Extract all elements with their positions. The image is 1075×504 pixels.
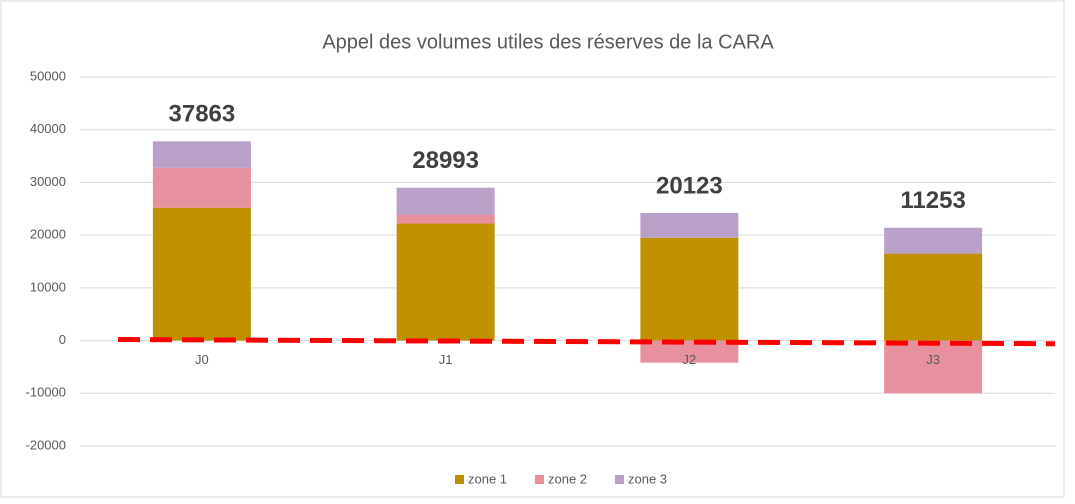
bar-segment <box>396 223 495 341</box>
bar-segment <box>640 340 739 363</box>
category-label: J2 <box>683 352 697 367</box>
bar-segment <box>884 253 983 341</box>
legend-swatch <box>455 475 464 484</box>
legend-label: zone 2 <box>548 471 587 486</box>
bar-segment <box>152 167 251 208</box>
category-label: J3 <box>926 352 940 367</box>
reference-line <box>117 337 1056 347</box>
y-tick-label: -10000 <box>26 385 66 400</box>
y-tick-label: 30000 <box>30 174 66 189</box>
bar-segment <box>884 227 983 254</box>
total-label: 11253 <box>900 187 965 214</box>
total-label: 37863 <box>169 101 236 128</box>
chart-title: Appel des volumes utiles des réserves de… <box>322 31 774 53</box>
bar-segment <box>152 141 251 168</box>
category-label: J1 <box>439 352 453 367</box>
y-tick-label: -20000 <box>26 437 66 452</box>
bar-segment <box>396 187 495 215</box>
bar-segment <box>640 237 739 341</box>
bar-segment <box>396 214 495 224</box>
y-tick-label: 20000 <box>30 227 66 242</box>
legend-label: zone 1 <box>468 471 507 486</box>
bar-segment <box>152 207 251 341</box>
y-tick-label: 50000 <box>30 68 66 83</box>
bar-segment <box>884 340 983 394</box>
bar-segment <box>640 213 739 238</box>
legend-swatch <box>535 475 544 484</box>
total-label: 20123 <box>656 172 723 199</box>
y-tick-label: 10000 <box>30 279 66 294</box>
category-label: J0 <box>195 352 209 367</box>
total-label: 28993 <box>412 147 479 174</box>
y-tick-label: 0 <box>59 332 66 347</box>
y-tick-label: 40000 <box>30 121 66 136</box>
legend-swatch <box>615 475 624 484</box>
legend-label: zone 3 <box>628 471 667 486</box>
